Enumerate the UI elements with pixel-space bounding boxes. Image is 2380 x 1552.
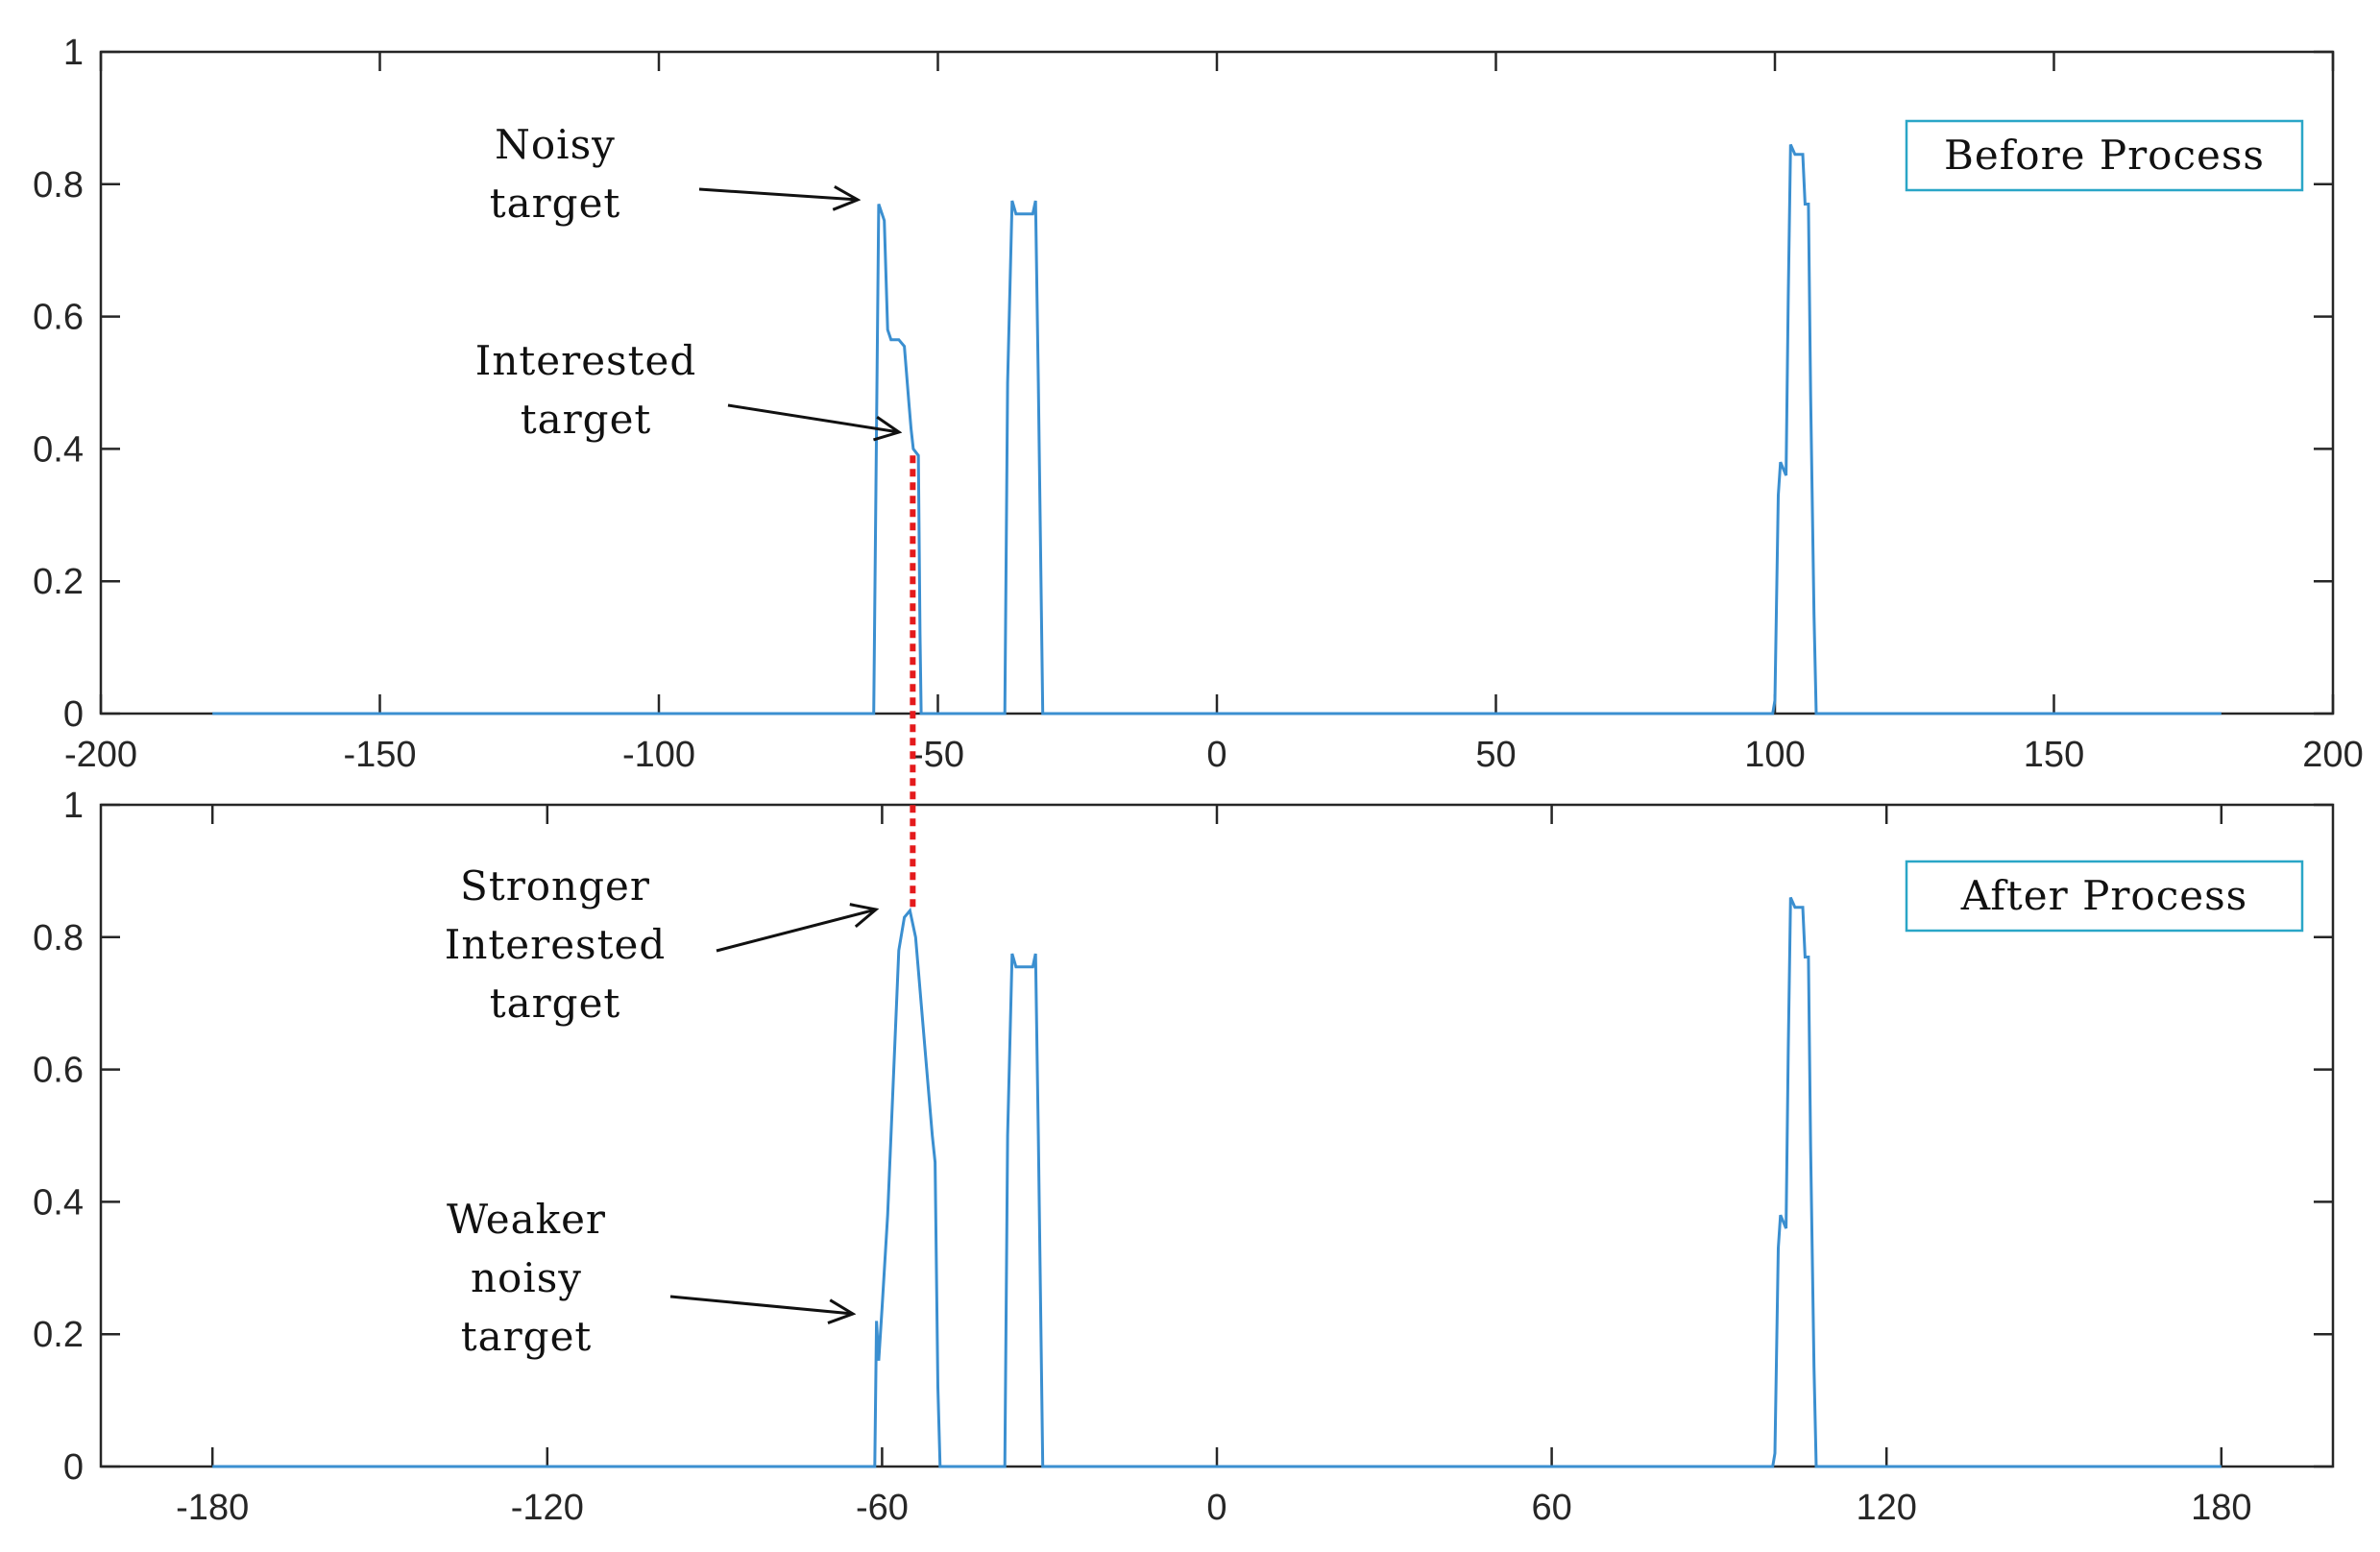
legend-before: Before Process: [1905, 119, 2304, 192]
arrow: [727, 403, 899, 432]
x-tick-label: 180: [2191, 1488, 2251, 1528]
x-tick-label: -150: [343, 735, 416, 775]
arrow: [669, 1295, 853, 1314]
arrow: [698, 189, 858, 200]
y-tick-label: 0.4: [33, 1182, 84, 1223]
y-tick-label: 0.8: [33, 165, 84, 206]
annotation-text: Interested: [445, 921, 666, 968]
annotation-stronger-interested-target: Stronger Interested target: [445, 862, 876, 1027]
annotation-text: target: [490, 180, 621, 227]
x-tick-label: 120: [1856, 1488, 1916, 1528]
series-line-after: [212, 896, 2222, 1468]
legend-after: After Process: [1905, 860, 2304, 933]
y-ticks: [101, 803, 2333, 1468]
x-tick-label: 200: [2302, 735, 2363, 775]
annotation-interested-target: Interested target: [475, 337, 899, 443]
arrow: [716, 909, 876, 953]
x-tick-label: 0: [1206, 1488, 1226, 1528]
x-tick-label: -100: [622, 735, 695, 775]
x-tick-labels: -180 -120 -60 0 60 120 180: [176, 1488, 2251, 1528]
annotation-text: Weaker: [447, 1196, 606, 1243]
y-tick-labels: 0 0.2 0.4 0.6 0.8 1: [33, 786, 84, 1488]
x-tick-label: 0: [1206, 735, 1226, 775]
y-tick-label: 1: [63, 786, 84, 826]
x-tick-label: 50: [1475, 735, 1516, 775]
y-tick-label: 0.2: [33, 562, 84, 602]
annotation-text: target: [490, 980, 621, 1027]
plot-after-process: -180 -120 -60 0 60 120 180 0 0.2 0.4 0.6 0.8 1 Afte…: [33, 786, 2335, 1528]
x-tick-labels: -200 -150 -100 -50 0 50 100 150 200: [64, 735, 2364, 775]
x-ticks: [210, 805, 2223, 1467]
x-tick-label: -180: [176, 1488, 249, 1528]
annotation-text: target: [461, 1313, 593, 1360]
annotation-text: target: [521, 396, 652, 443]
x-tick-label: -200: [64, 735, 137, 775]
legend-label: After Process: [1960, 872, 2247, 919]
y-ticks: [101, 50, 2333, 715]
y-tick-label: 0.8: [33, 918, 84, 958]
x-tick-label: 60: [1531, 1488, 1571, 1528]
y-tick-labels: 0 0.2 0.4 0.6 0.8 1: [33, 33, 84, 735]
x-tick-label: -120: [511, 1488, 584, 1528]
annotation-weaker-noisy-target: Weaker noisy target: [447, 1196, 853, 1360]
annotation-text: Interested: [475, 337, 696, 384]
y-tick-label: 0.2: [33, 1315, 84, 1355]
x-tick-label: 150: [2024, 735, 2084, 775]
legend-box: [1905, 860, 2304, 933]
annotation-noisy-target: Noisy target: [490, 121, 858, 227]
x-tick-label: -60: [856, 1488, 909, 1528]
y-tick-label: 0: [63, 694, 84, 735]
legend-label: Before Process: [1944, 132, 2265, 179]
y-tick-label: 0: [63, 1447, 84, 1488]
annotation-text: Stronger: [460, 862, 650, 909]
x-tick-label: 100: [1744, 735, 1805, 775]
x-tick-label: -50: [911, 735, 964, 775]
plot-before-process: -200 -150 -100 -50 0 50 100 150 200 0 0.2 0.4 0.6 0.…: [33, 33, 2364, 775]
y-tick-label: 0.6: [33, 1051, 84, 1091]
series-line-before: [212, 143, 2222, 715]
y-tick-label: 1: [63, 33, 84, 73]
annotation-text: Noisy: [495, 121, 616, 168]
y-tick-label: 0.6: [33, 298, 84, 338]
y-tick-label: 0.4: [33, 429, 84, 470]
annotation-text: noisy: [471, 1254, 582, 1301]
legend-box: [1905, 119, 2304, 192]
